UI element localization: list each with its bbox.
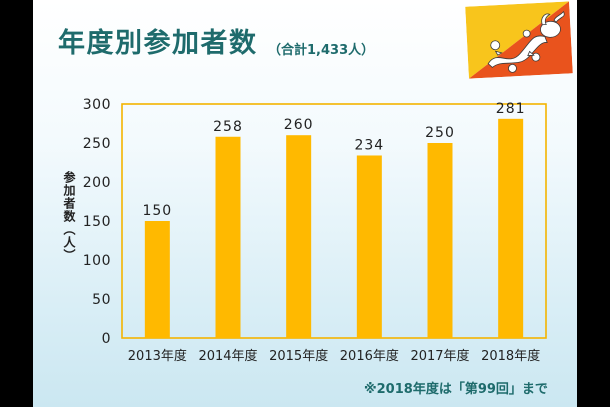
x-tick-label: 2015年度 [269,348,328,364]
bar [286,135,312,338]
bar [498,118,524,338]
plot-area-border [121,103,547,339]
bar-value-label: 258 [213,119,243,135]
bar [427,143,453,338]
x-tick-label: 2018年度 [481,348,540,364]
x-tick-label: 2017年度 [410,348,469,364]
x-tick-label: 2016年度 [340,348,399,364]
bhutan-flag-icon [465,1,573,79]
bar-series [144,118,524,338]
bar-value-label: 260 [284,117,314,133]
bar-value-label: 281 [496,101,526,117]
x-axis-tick-labels: 2013年度 2014年度 2015年度 2016年度 2017年度 2018年度 [128,348,540,364]
data-labels: 150 258 260 234 250 281 [142,101,526,219]
y-tick-label: 250 [83,136,111,152]
y-tick-label: 300 [83,97,111,113]
y-tick-label: 100 [83,253,111,269]
bar-value-label: 150 [142,203,172,219]
y-axis-label: 参加者数（人） [62,171,76,262]
chart-title: 年度別参加者数 [58,28,258,59]
flag-dragon [487,10,565,73]
bar-value-label: 234 [354,137,384,153]
bar [356,155,382,338]
bar-value-label: 250 [425,125,455,141]
y-tick-label: 200 [83,175,111,191]
chart-subtitle: （合計1,433人） [268,43,375,58]
slide-background: 年度別参加者数 （合計1,433人） ※2018年度は「第99回」まで [33,0,577,407]
y-tick-label: 50 [92,292,111,308]
y-axis-tick-labels: 0 50 100 150 200 250 300 [83,97,111,347]
x-tick-label: 2014年度 [198,348,257,364]
bar [144,221,170,338]
chart-footnote: ※2018年度は「第99回」まで [364,382,548,397]
bar [215,136,241,338]
bhutan-flag-graphic [465,1,573,79]
x-tick-label: 2013年度 [128,348,187,364]
y-tick-label: 0 [102,331,111,347]
y-tick-label: 150 [83,214,111,230]
